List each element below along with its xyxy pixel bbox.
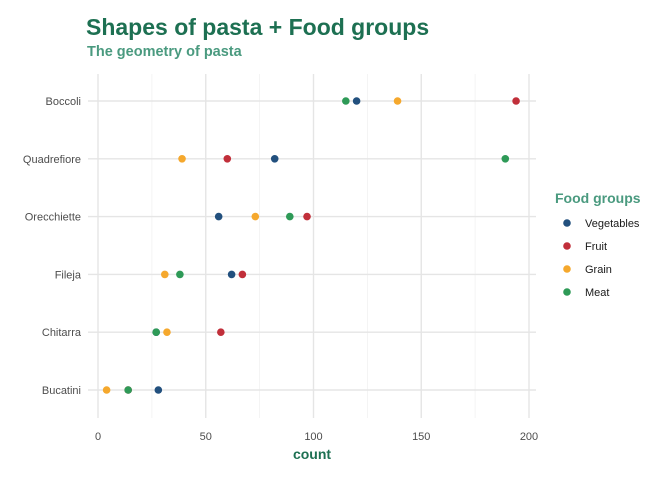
- data-point-grain: [251, 212, 260, 221]
- data-point-fruit: [238, 270, 247, 279]
- y-tick-label: Bucatini: [42, 385, 81, 397]
- legend-label-vegetables: Vegetables: [585, 218, 640, 230]
- legend-label-grain: Grain: [585, 264, 612, 276]
- legend-key-meat: [563, 288, 571, 296]
- data-point-fruit: [223, 155, 232, 163]
- data-point-meat: [285, 212, 294, 221]
- data-point-fruit: [303, 212, 311, 221]
- y-tick-label: Fileja: [55, 269, 82, 281]
- x-tick-label: 200: [520, 431, 538, 443]
- data-point-meat: [152, 328, 160, 337]
- data-point-grain: [393, 97, 402, 105]
- y-tick-label: Chitarra: [42, 327, 82, 339]
- data-point-grain: [102, 386, 111, 394]
- chart-subtitle: The geometry of pasta: [87, 44, 243, 60]
- legend-key-grain: [563, 265, 571, 273]
- y-tick-label: Boccoli: [46, 96, 81, 108]
- y-tick-label: Orecchiette: [25, 212, 81, 224]
- legend-label-fruit: Fruit: [585, 241, 607, 253]
- data-point-meat: [501, 155, 510, 163]
- x-tick-label: 0: [95, 431, 101, 443]
- data-point-fruit: [512, 97, 520, 105]
- chart-title: Shapes of pasta + Food groups: [86, 14, 429, 40]
- data-points: [102, 97, 520, 394]
- data-point-grain: [161, 270, 169, 279]
- data-point-meat: [342, 97, 350, 105]
- data-point-meat: [124, 386, 132, 394]
- x-tick-labels: 0 50 100 150 200: [95, 431, 538, 443]
- gridlines: [88, 74, 536, 418]
- legend: Food groups Vegetables Fruit Grain Meat: [555, 190, 641, 299]
- data-point-vegetables: [352, 97, 361, 105]
- legend-key-vegetables: [563, 219, 571, 227]
- x-axis-label: count: [293, 446, 331, 462]
- x-tick-label: 100: [304, 431, 322, 443]
- data-point-meat: [176, 270, 184, 279]
- legend-key-fruit: [563, 242, 571, 250]
- data-point-vegetables: [154, 386, 163, 394]
- x-tick-label: 50: [200, 431, 212, 443]
- data-point-vegetables: [227, 270, 236, 279]
- legend-title: Food groups: [555, 190, 641, 206]
- data-point-grain: [178, 155, 186, 163]
- y-tick-label: Quadrefiore: [23, 154, 81, 166]
- y-tick-labels: Bucatini Chitarra Fileja Orecchiette Quadref…: [23, 96, 82, 397]
- data-point-fruit: [217, 328, 225, 337]
- legend-label-meat: Meat: [585, 287, 609, 299]
- data-point-vegetables: [270, 155, 279, 163]
- data-point-vegetables: [214, 212, 223, 221]
- x-tick-label: 150: [412, 431, 430, 443]
- data-point-grain: [163, 328, 171, 337]
